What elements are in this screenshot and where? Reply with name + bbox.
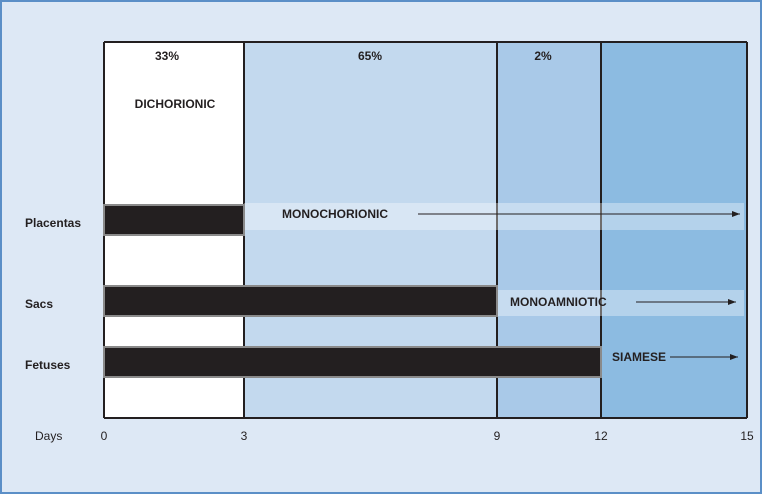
annotation: DICHORIONIC xyxy=(135,97,216,111)
bar xyxy=(103,204,245,236)
annotation: SIAMESE xyxy=(612,350,666,364)
annotation: MONOCHORIONIC xyxy=(282,207,388,221)
percent-label: 65% xyxy=(358,49,382,63)
x-tick-label: 3 xyxy=(241,429,248,443)
category-label: Sacs xyxy=(25,297,53,311)
strip xyxy=(497,290,744,316)
bar xyxy=(103,285,498,317)
percent-label: 33% xyxy=(155,49,179,63)
bar xyxy=(103,346,602,378)
x-tick-label: 15 xyxy=(740,429,754,443)
strip xyxy=(244,203,744,230)
annotation: MONOAMNIOTIC xyxy=(510,295,607,309)
region xyxy=(601,42,747,418)
x-tick-label: 0 xyxy=(101,429,108,443)
x-axis-label: Days xyxy=(35,429,62,443)
category-label: Fetuses xyxy=(25,358,71,372)
percent-label: 2% xyxy=(534,49,552,63)
category-label: Placentas xyxy=(25,216,81,230)
x-tick-label: 12 xyxy=(594,429,608,443)
x-tick-label: 9 xyxy=(494,429,501,443)
